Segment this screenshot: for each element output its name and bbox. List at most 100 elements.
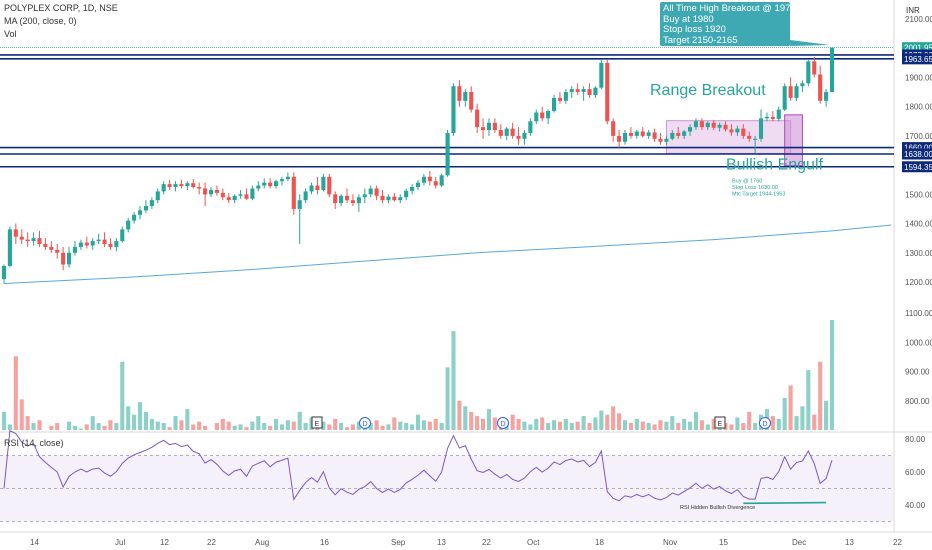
price-tick-label: 1300.00 xyxy=(905,249,932,258)
candle-body xyxy=(433,181,438,186)
candle-body xyxy=(717,124,722,128)
rsi-tick-label: 60.00 xyxy=(905,468,926,477)
volume-bar xyxy=(339,423,344,430)
candle-body xyxy=(96,239,101,242)
volume-bar xyxy=(173,416,178,430)
volume-bar xyxy=(274,418,279,430)
candle-body xyxy=(575,89,580,93)
candle-body xyxy=(617,135,622,142)
volume-bar xyxy=(191,424,196,430)
volume-bar xyxy=(96,423,101,430)
candle-body xyxy=(392,196,397,201)
candle-body xyxy=(693,121,699,128)
candle-body xyxy=(569,89,574,93)
candle-body xyxy=(72,246,78,253)
callout-line-4: Target 2150-2165 xyxy=(663,34,738,46)
volume-bar xyxy=(13,356,18,430)
candle-body xyxy=(238,194,243,196)
volume-bar xyxy=(551,420,557,430)
candle-body xyxy=(262,182,267,186)
candle-body xyxy=(410,187,415,191)
candle-body xyxy=(173,184,178,188)
candle-body xyxy=(688,127,693,132)
candle-body xyxy=(794,86,799,98)
candle-body xyxy=(741,128,746,136)
candle-body xyxy=(126,220,131,230)
earnings-marker xyxy=(311,416,323,429)
volume-bar xyxy=(457,400,462,430)
volume-bar xyxy=(415,414,421,430)
candle-body xyxy=(114,241,119,247)
time-tick-label: 22 xyxy=(207,538,216,547)
candle-body xyxy=(61,252,66,265)
candle-body xyxy=(333,194,338,204)
volume-bar xyxy=(327,424,332,430)
event-marker-letter: E xyxy=(718,421,723,428)
candle-body xyxy=(735,128,740,133)
candle-body xyxy=(37,238,42,245)
volume-bar xyxy=(546,423,551,430)
volume-bar xyxy=(723,423,728,430)
time-tick-label: 16 xyxy=(320,538,329,547)
candle-body xyxy=(421,176,426,183)
candle-body xyxy=(486,122,492,131)
volume-bar xyxy=(256,416,261,430)
volume-bar xyxy=(433,418,438,430)
callout-line-1: All Time High Breakout @ 1977.00 xyxy=(663,3,809,14)
event-marker-letter: D xyxy=(501,421,506,428)
candle-body xyxy=(463,92,468,101)
candle-body xyxy=(640,131,645,136)
candle-body xyxy=(90,241,95,246)
candle-body xyxy=(19,236,24,240)
candle-body xyxy=(593,87,598,95)
candle-body xyxy=(78,242,83,247)
volume-bar xyxy=(232,425,237,430)
time-tick-label: Sep xyxy=(391,538,406,547)
volume-bar xyxy=(137,402,143,430)
volume-bar xyxy=(143,411,148,430)
candle-body xyxy=(622,132,628,142)
candle-body xyxy=(646,132,651,136)
price-label-box xyxy=(902,148,932,160)
price-label: 1594.35 xyxy=(904,163,932,172)
candle-body xyxy=(682,131,687,136)
callout-line-2: Buy at 1980 xyxy=(663,13,714,25)
volume-bar xyxy=(699,420,704,430)
candle-body xyxy=(25,239,30,242)
volume-bar xyxy=(486,409,492,430)
volume-bar xyxy=(528,424,533,430)
price-tick-label: 1800.00 xyxy=(905,103,932,112)
candle-body xyxy=(132,214,137,221)
volume-bar xyxy=(510,414,515,430)
rsi-line xyxy=(3,430,833,502)
candle-body xyxy=(563,92,568,101)
volume-bar xyxy=(776,418,781,430)
volume-bar xyxy=(84,424,89,430)
volume-bar xyxy=(664,421,669,430)
candle-body xyxy=(753,138,758,140)
candle-body xyxy=(13,229,18,237)
dividend-marker xyxy=(759,417,771,429)
volume-bar xyxy=(220,418,225,430)
volume-bar xyxy=(741,423,746,430)
volume-bar xyxy=(321,421,326,430)
candle-body xyxy=(155,191,160,201)
volume-bar xyxy=(179,420,184,430)
price-axis-panel xyxy=(892,0,932,550)
candle-body xyxy=(415,182,421,188)
volume-bar xyxy=(31,423,36,430)
time-tick-label: Aug xyxy=(255,538,269,547)
ma-200-line xyxy=(3,224,892,284)
volume-bar xyxy=(611,406,616,430)
volume-bar xyxy=(398,421,403,430)
candle-body xyxy=(185,183,190,187)
engulf-note: Stop Loss 1630.00 xyxy=(732,185,778,191)
volume-bar xyxy=(481,418,486,430)
volume-bar xyxy=(185,409,190,430)
volume-bar xyxy=(197,421,202,430)
candle-body xyxy=(226,197,231,201)
callout-line-3: Stop loss 1920 xyxy=(663,24,726,35)
volume-tick-label: 800.00 xyxy=(905,397,930,406)
volume-bar xyxy=(78,428,83,430)
